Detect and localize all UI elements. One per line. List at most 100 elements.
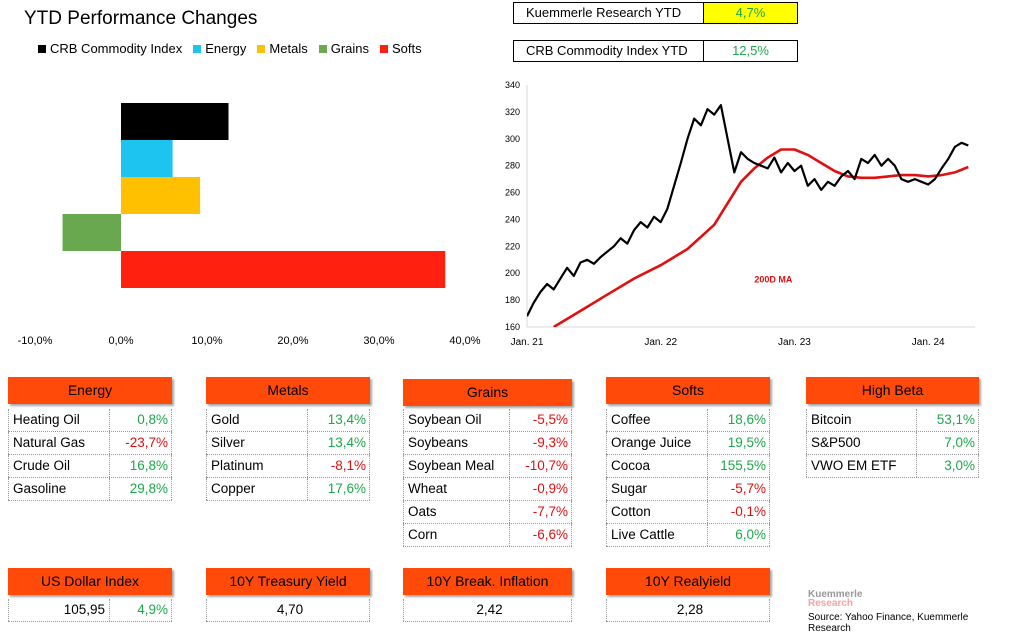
table-row: Corn -6,6% <box>403 524 572 547</box>
x-tick-label: 10,0% <box>191 335 222 347</box>
legend-item: Energy <box>193 41 246 56</box>
ytd-value: 12,5% <box>732 43 769 58</box>
row-value: -0,1% <box>708 501 770 523</box>
row-name: VWO EM ETF <box>806 455 917 477</box>
row-value: -6,6% <box>510 524 572 546</box>
legend-item: Grains <box>318 41 370 56</box>
row-name: Copper <box>206 478 308 500</box>
row-value: 13,4% <box>308 409 370 431</box>
table-row: Crude Oil 16,8% <box>8 455 172 478</box>
legend-label: Softs <box>392 41 422 56</box>
row-name: S&P500 <box>806 432 917 454</box>
table-row: Heating Oil 0,8% <box>8 409 172 432</box>
indicator-value: 105,95 <box>8 599 110 621</box>
kuemmerle-ytd-box: Kuemmerle Research YTD 4,7% <box>513 2 798 24</box>
high-beta-table: High Beta Bitcoin 53,1% S&P500 7,0% VWO EM… <box>806 377 979 478</box>
row-name: Oats <box>403 501 510 523</box>
indicator-header: 10Y Treasury Yield <box>206 568 370 595</box>
table-row: Soybean Meal -10,7% <box>403 455 572 478</box>
row-value: 13,4% <box>308 432 370 454</box>
row-value: -5,5% <box>510 409 572 431</box>
x-tick-label: Jan. 24 <box>912 337 945 348</box>
row-name: Gasoline <box>8 478 110 500</box>
x-tick-label: 0,0% <box>108 335 133 347</box>
energy-table: Energy Heating Oil 0,8% Natural Gas -23,7%… <box>8 377 172 501</box>
row-name: Gold <box>206 409 308 431</box>
bar-metals <box>121 177 201 214</box>
row-name: Wheat <box>403 478 510 500</box>
legend-label: Metals <box>269 41 308 56</box>
y-tick-label: 320 <box>505 107 520 117</box>
kuemmerle-logo: Kuemmerle Research <box>808 589 863 609</box>
row-name: Heating Oil <box>8 409 110 431</box>
row-name: Cocoa <box>606 455 708 477</box>
indicator-row: 105,95 4,9% <box>8 599 172 622</box>
x-tick-label: 30,0% <box>363 335 394 347</box>
row-name: Bitcoin <box>806 409 917 431</box>
row-value: 16,8% <box>110 455 172 477</box>
row-value: 7,0% <box>917 432 979 454</box>
table-row: S&P500 7,0% <box>806 432 979 455</box>
row-value: -7,7% <box>510 501 572 523</box>
x-tick-label: 40,0% <box>449 335 480 347</box>
row-value: -10,7% <box>510 455 572 477</box>
legend-label: Grains <box>330 41 370 56</box>
row-name: Coffee <box>606 409 708 431</box>
bar-softs <box>121 251 446 288</box>
indicator-value: 2,28 <box>606 599 770 621</box>
row-name: Live Cattle <box>606 524 708 546</box>
crb-index-line <box>527 104 969 317</box>
legend-swatch <box>318 44 327 53</box>
table-row: Cocoa 155,5% <box>606 455 770 478</box>
row-value: -8,1% <box>308 455 370 477</box>
x-tick-label: -10,0% <box>18 335 53 347</box>
table-header: Metals <box>206 377 370 404</box>
row-value: 0,8% <box>110 409 172 431</box>
y-tick-label: 240 <box>505 214 520 224</box>
row-value: 19,5% <box>708 432 770 454</box>
table-row: Orange Juice 19,5% <box>606 432 770 455</box>
legend-swatch <box>193 44 202 53</box>
x-tick-label: Jan. 21 <box>511 337 544 348</box>
y-tick-label: 220 <box>505 241 520 251</box>
legend-item: Softs <box>380 41 422 56</box>
y-tick-label: 340 <box>505 80 520 90</box>
legend-item: CRB Commodity Index <box>38 41 182 56</box>
row-name: Silver <box>206 432 308 454</box>
row-value: 155,5% <box>708 455 770 477</box>
table-row: Silver 13,4% <box>206 432 370 455</box>
treasury-yield-box: 10Y Treasury Yield 4,70 <box>206 568 370 622</box>
row-value: -0,9% <box>510 478 572 500</box>
table-header: High Beta <box>806 377 979 404</box>
row-value: -9,3% <box>510 432 572 454</box>
softs-table: Softs Coffee 18,6% Orange Juice 19,5% Coco… <box>606 377 770 547</box>
y-tick-label: 200 <box>505 268 520 278</box>
grains-table: Grains Soybean Oil -5,5% Soybeans -9,3% So… <box>403 377 572 547</box>
indicator-header: US Dollar Index <box>8 568 172 595</box>
indicator-row: 2,42 <box>403 599 572 622</box>
row-name: Soybean Meal <box>403 455 510 477</box>
ytd-label: CRB Commodity Index YTD <box>514 41 704 61</box>
indicator-value: 2,42 <box>403 599 572 621</box>
y-tick-label: 180 <box>505 295 520 305</box>
legend-swatch <box>257 44 266 53</box>
ma-annotation: 200D MA <box>754 275 793 285</box>
indicator-row: 4,70 <box>206 599 370 622</box>
bar-chart-legend: CRB Commodity Index Energy Metals Grains… <box>38 41 433 56</box>
legend-item: Metals <box>257 41 308 56</box>
table-row: Soybean Oil -5,5% <box>403 409 572 432</box>
table-header: Energy <box>8 377 172 404</box>
y-tick-label: 160 <box>505 322 520 332</box>
table-row: Oats -7,7% <box>403 501 572 524</box>
indicator-value: 4,70 <box>206 599 370 621</box>
table-header: Softs <box>606 377 770 404</box>
y-tick-label: 300 <box>505 134 520 144</box>
ytd-value: 4,7% <box>704 3 797 23</box>
row-name: Cotton <box>606 501 708 523</box>
bar-energy <box>121 140 173 177</box>
row-value: -5,7% <box>708 478 770 500</box>
logo-line1: Kuemmerle <box>808 589 863 600</box>
table-row: Bitcoin 53,1% <box>806 409 979 432</box>
table-row: Gold 13,4% <box>206 409 370 432</box>
indicator-change: 4,9% <box>110 599 172 621</box>
